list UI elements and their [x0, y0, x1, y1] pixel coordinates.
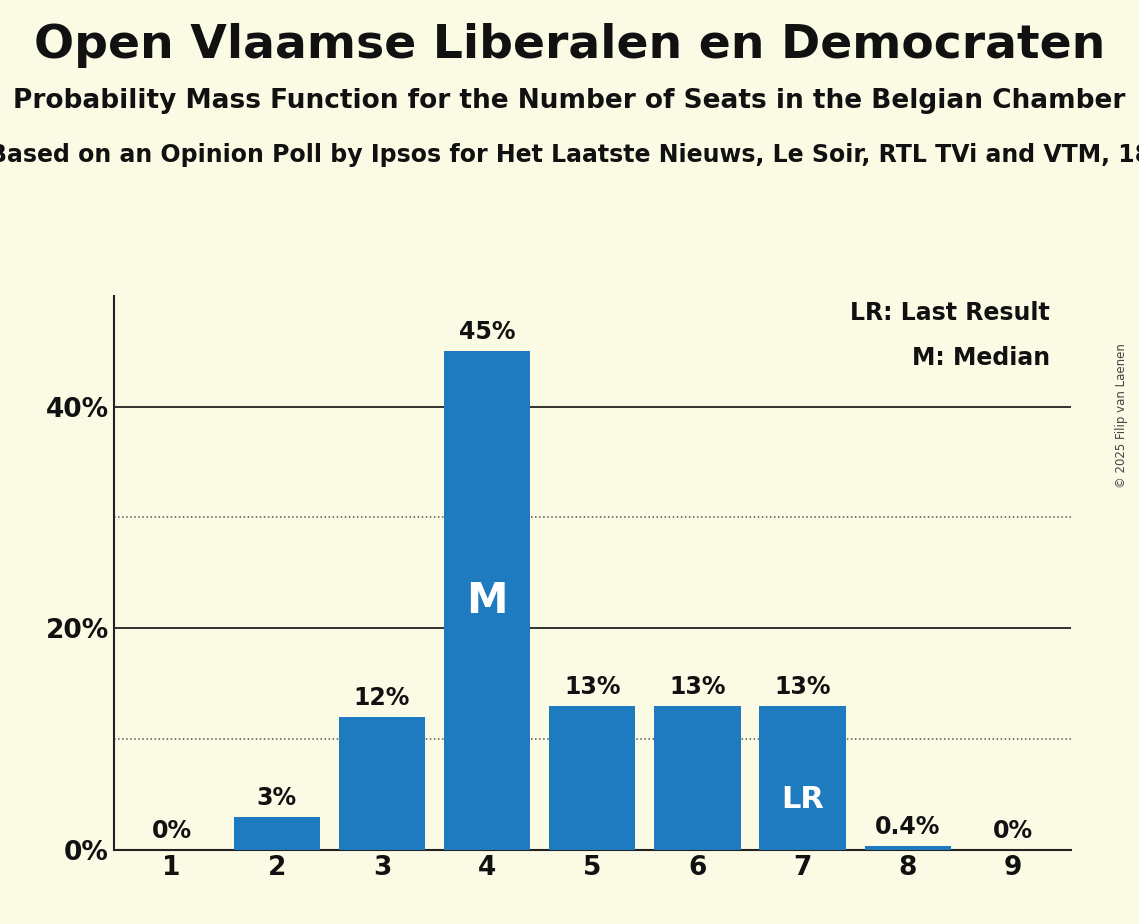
Text: LR: Last Result: LR: Last Result	[850, 301, 1050, 325]
Text: © 2025 Filip van Laenen: © 2025 Filip van Laenen	[1115, 344, 1129, 488]
Bar	[339, 717, 425, 850]
Text: 13%: 13%	[564, 675, 621, 699]
Text: LR: LR	[781, 785, 823, 814]
Text: M: M	[466, 579, 508, 622]
Text: M: Median: M: Median	[911, 346, 1050, 370]
Text: 0.4%: 0.4%	[875, 815, 941, 839]
Text: 0%: 0%	[993, 820, 1033, 844]
Bar	[654, 706, 740, 850]
Bar	[233, 817, 320, 850]
Text: 12%: 12%	[354, 687, 410, 711]
Text: Based on an Opinion Poll by Ipsos for Het Laatste Nieuws, Le Soir, RTL TVi and V: Based on an Opinion Poll by Ipsos for He…	[0, 143, 1139, 167]
Text: 13%: 13%	[670, 675, 726, 699]
Text: 45%: 45%	[459, 321, 515, 345]
Bar	[865, 845, 951, 850]
Bar	[760, 706, 845, 850]
Text: 3%: 3%	[256, 786, 297, 810]
Bar	[444, 351, 531, 850]
Text: 13%: 13%	[775, 675, 830, 699]
Text: Open Vlaamse Liberalen en Democraten: Open Vlaamse Liberalen en Democraten	[34, 23, 1105, 68]
Text: 0%: 0%	[151, 820, 191, 844]
Bar	[549, 706, 636, 850]
Text: Probability Mass Function for the Number of Seats in the Belgian Chamber: Probability Mass Function for the Number…	[14, 88, 1125, 114]
